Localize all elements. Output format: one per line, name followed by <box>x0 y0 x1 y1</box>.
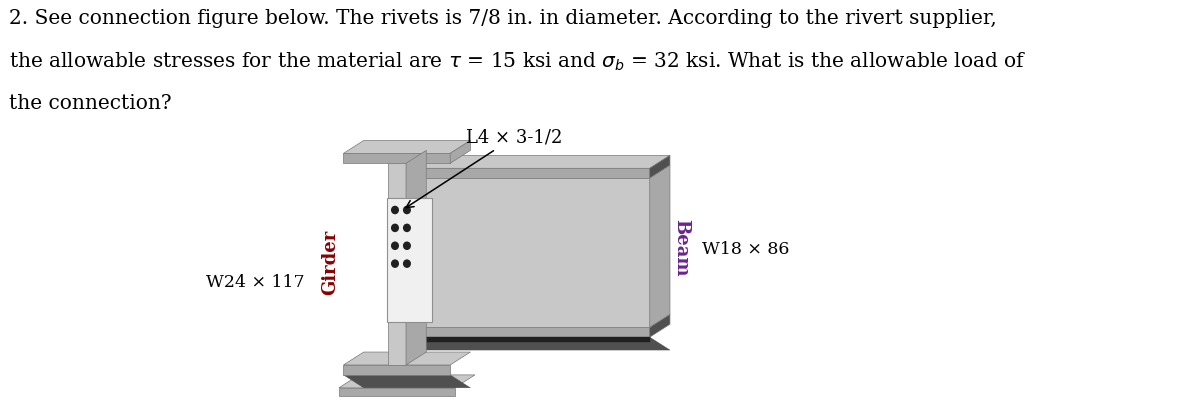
Text: the allowable stresses for the material are $\tau$ = 15 ksi and $\sigma_b$ = 32 : the allowable stresses for the material … <box>8 51 1026 73</box>
Polygon shape <box>343 365 450 375</box>
Polygon shape <box>343 140 470 153</box>
Polygon shape <box>406 178 649 327</box>
Circle shape <box>391 242 398 249</box>
Circle shape <box>403 206 410 214</box>
Text: Beam: Beam <box>672 219 690 276</box>
Circle shape <box>403 224 410 232</box>
Polygon shape <box>649 155 670 178</box>
Polygon shape <box>406 168 649 178</box>
Polygon shape <box>338 388 455 396</box>
Polygon shape <box>343 153 450 163</box>
Polygon shape <box>649 165 670 327</box>
Polygon shape <box>343 375 470 388</box>
Text: the connection?: the connection? <box>8 94 172 113</box>
Polygon shape <box>406 337 649 342</box>
Circle shape <box>391 206 398 214</box>
Polygon shape <box>450 140 470 163</box>
Text: 2. See connection figure below. The rivets is 7/8 in. in diameter. According to : 2. See connection figure below. The rive… <box>8 9 996 28</box>
Polygon shape <box>338 375 475 388</box>
Polygon shape <box>406 337 670 350</box>
Text: W18 × 86: W18 × 86 <box>702 241 790 258</box>
Circle shape <box>391 224 398 232</box>
Polygon shape <box>406 327 649 337</box>
Polygon shape <box>649 314 670 337</box>
Text: W24 × 117: W24 × 117 <box>206 274 305 291</box>
Polygon shape <box>406 155 670 168</box>
Circle shape <box>403 242 410 249</box>
Polygon shape <box>406 150 426 365</box>
Text: L4 × 3-1/2: L4 × 3-1/2 <box>406 128 562 208</box>
Polygon shape <box>388 163 406 365</box>
Circle shape <box>391 260 398 267</box>
Circle shape <box>403 260 410 267</box>
Polygon shape <box>386 198 432 322</box>
Text: Girder: Girder <box>322 230 340 295</box>
Polygon shape <box>343 352 470 365</box>
